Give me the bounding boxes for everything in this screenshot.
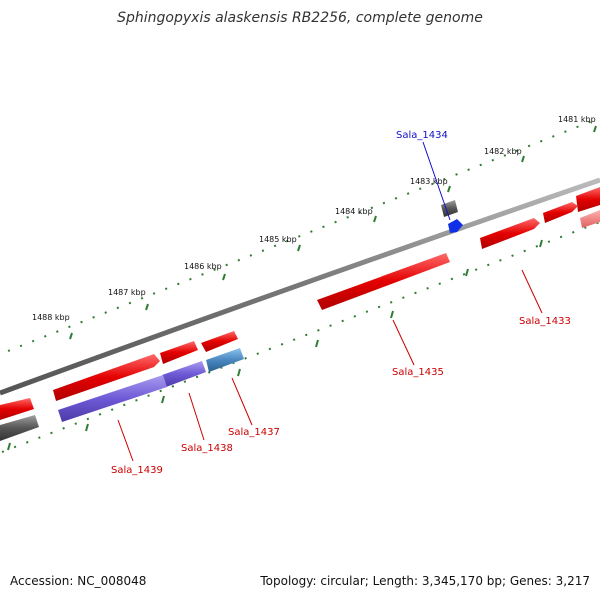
major-tick — [297, 244, 301, 252]
outer-major-ticks — [69, 125, 597, 340]
tick-label-1486: 1486 kbp — [184, 262, 222, 271]
tick-labels: 1481 kbp 1482 kbp 1483 kbp 1484 kbp 1485… — [32, 115, 596, 322]
gene-label-sala-1433[interactable]: Sala_1433 — [519, 316, 571, 327]
gene-forward-near-1439[interactable] — [53, 354, 160, 401]
major-tick — [539, 239, 543, 248]
gene-sala-1438[interactable] — [162, 361, 206, 387]
major-tick — [447, 185, 451, 193]
major-tick — [145, 303, 149, 311]
inner-tick-track — [1, 221, 600, 453]
tick-label-1487: 1487 kbp — [108, 288, 146, 297]
major-tick — [521, 155, 525, 163]
gene-left-edge-grey[interactable] — [0, 415, 39, 441]
gene-forward-near-1437[interactable] — [201, 331, 238, 352]
tick-label-1483: 1483 kbp — [410, 177, 448, 186]
major-tick — [85, 423, 89, 432]
gene-grey-1434[interactable] — [441, 200, 458, 217]
major-tick — [465, 268, 469, 277]
leader-sala-1437 — [231, 377, 253, 426]
gene-label-sala-1437[interactable]: Sala_1437 — [228, 427, 280, 438]
tick-label-1484: 1484 kbp — [335, 207, 373, 216]
gene-forward-near-1438[interactable] — [160, 341, 198, 364]
leader-sala-1433 — [521, 269, 543, 314]
major-tick — [237, 368, 241, 377]
leader-sala-1434 — [422, 141, 451, 221]
gene-left-edge-forward[interactable] — [0, 398, 34, 420]
gene-sala-1433[interactable] — [480, 218, 540, 249]
leader-sala-1439 — [117, 419, 134, 462]
inner-major-ticks — [7, 239, 543, 451]
tick-label-1482: 1482 kbp — [484, 147, 522, 156]
label-leaders — [117, 141, 543, 462]
major-tick — [390, 310, 394, 319]
major-tick — [222, 273, 226, 281]
gene-sala-1434-marker[interactable] — [448, 219, 463, 233]
gene-sala-1439[interactable] — [58, 375, 167, 422]
major-tick — [373, 215, 377, 223]
tick-label-1485: 1485 kbp — [259, 235, 297, 244]
major-tick — [69, 332, 73, 340]
map-title: Sphingopyxis alaskensis RB2256, complete… — [117, 10, 483, 26]
tick-label-1481: 1481 kbp — [558, 115, 596, 124]
major-tick — [593, 125, 597, 133]
gene-sala-1435[interactable] — [317, 253, 450, 310]
gene-fragment[interactable] — [580, 210, 600, 228]
gene-fragment[interactable] — [576, 187, 600, 212]
gene-features — [0, 187, 600, 441]
tick-label-1488: 1488 kbp — [32, 313, 70, 322]
gene-labels: Sala_1434 Sala_1433 Sala_1435 Sala_1437 … — [111, 130, 571, 476]
gene-sala-1437[interactable] — [206, 348, 244, 372]
major-tick — [7, 442, 11, 451]
genome-backbone — [0, 177, 600, 396]
major-tick — [161, 395, 165, 404]
leader-sala-1435 — [392, 319, 415, 366]
gene-label-sala-1438[interactable]: Sala_1438 — [181, 443, 233, 454]
gene-label-sala-1439[interactable]: Sala_1439 — [111, 465, 163, 476]
gene-small-forward[interactable] — [543, 202, 578, 223]
genome-summary-text: Topology: circular; Length: 3,345,170 bp… — [260, 574, 590, 588]
backbone-arc — [0, 177, 600, 396]
leader-sala-1438 — [188, 392, 205, 441]
gene-label-sala-1434[interactable]: Sala_1434 — [396, 130, 448, 141]
accession-text: Accession: NC_008048 — [10, 574, 147, 588]
inner-minor-ticks — [1, 221, 600, 453]
gene-label-sala-1435[interactable]: Sala_1435 — [392, 367, 444, 378]
major-tick — [315, 339, 319, 348]
